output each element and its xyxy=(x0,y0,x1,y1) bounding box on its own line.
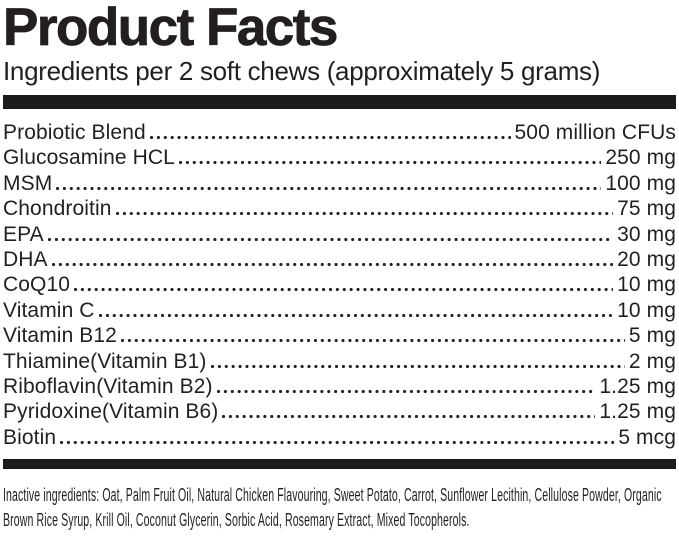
ingredient-row: Thiamine(Vitamin B1) 2 mg xyxy=(3,349,676,374)
ingredient-amount: 5 mcg xyxy=(618,425,676,449)
ingredient-name: CoQ10 xyxy=(3,273,71,297)
ingredient-row: CoQ10 10 mg xyxy=(3,272,676,297)
dot-leader xyxy=(210,364,625,368)
ingredient-row: DHA 20 mg xyxy=(3,247,676,272)
dot-leader xyxy=(98,313,614,317)
ingredient-row: EPA 30 mg xyxy=(3,222,676,247)
inactive-ingredients-text: Inactive ingredients: Oat, Palm Fruit Oi… xyxy=(3,485,662,531)
dot-leader xyxy=(120,339,625,343)
ingredient-name: Chondroitin xyxy=(3,197,112,221)
ingredient-amount: 1.25 mg xyxy=(599,374,676,398)
dot-leader xyxy=(216,389,596,393)
ingredient-amount: 250 mg xyxy=(605,146,676,170)
ingredient-row: Glucosamine HCL 250 mg xyxy=(3,145,676,170)
ingredient-name: Riboflavin(Vitamin B2) xyxy=(3,374,213,398)
ingredient-name: DHA xyxy=(3,247,48,271)
ingredient-row: Vitamin C 10 mg xyxy=(3,298,676,323)
dot-leader xyxy=(60,440,615,444)
dot-leader xyxy=(115,212,614,216)
dot-leader xyxy=(51,262,614,266)
ingredient-name: Vitamin B12 xyxy=(3,324,117,348)
ingredient-name: Vitamin C xyxy=(3,298,95,322)
ingredient-row: Riboflavin(Vitamin B2) 1.25 mg xyxy=(3,374,676,399)
ingredient-name: EPA xyxy=(3,222,44,246)
ingredient-amount: 30 mg xyxy=(617,222,676,246)
ingredient-row: Chondroitin 75 mg xyxy=(3,196,676,221)
ingredient-amount: 2 mg xyxy=(628,349,676,373)
dot-leader xyxy=(149,136,511,139)
ingredient-amount: 100 mg xyxy=(605,171,676,195)
ingredient-amount: 5 mg xyxy=(628,324,676,348)
ingredient-name: MSM xyxy=(3,171,53,195)
ingredient-row: Pyridoxine(Vitamin B6) 1.25 mg xyxy=(3,399,676,424)
inactive-ingredients-section: Inactive ingredients: Oat, Palm Fruit Oi… xyxy=(3,483,676,539)
ingredient-amount: 500 million CFUs xyxy=(514,121,676,144)
ingredient-name: Biotin xyxy=(3,425,57,449)
ingredient-list: Probiotic Blend 500 million CFUs Glucosa… xyxy=(3,120,676,450)
ingredient-amount: 1.25 mg xyxy=(599,400,676,424)
panel-title: Product Facts xyxy=(3,0,339,57)
ingredient-name: Pyridoxine(Vitamin B6) xyxy=(3,400,219,424)
ingredient-name: Glucosamine HCL xyxy=(3,146,175,170)
dot-leader xyxy=(74,288,614,292)
ingredient-row: Probiotic Blend 500 million CFUs xyxy=(3,120,676,145)
dot-leader xyxy=(178,161,602,165)
ingredient-row: Vitamin B12 5 mg xyxy=(3,323,676,348)
dot-leader xyxy=(56,186,602,190)
dot-leader xyxy=(47,237,614,241)
ingredient-name: Thiamine(Vitamin B1) xyxy=(3,349,207,373)
dot-leader xyxy=(222,415,596,419)
ingredient-row: Biotin 5 mcg xyxy=(3,425,676,450)
ingredient-row: MSM 100 mg xyxy=(3,171,676,196)
serving-info: Ingredients per 2 soft chews (approximat… xyxy=(3,56,601,86)
ingredient-name: Probiotic Blend xyxy=(3,121,146,144)
ingredient-amount: 20 mg xyxy=(617,247,676,271)
ingredient-amount: 75 mg xyxy=(617,197,676,221)
divider-bar-bottom xyxy=(3,459,676,470)
ingredient-amount: 10 mg xyxy=(617,273,676,297)
ingredient-amount: 10 mg xyxy=(617,298,676,322)
divider-bar-top xyxy=(3,95,676,109)
